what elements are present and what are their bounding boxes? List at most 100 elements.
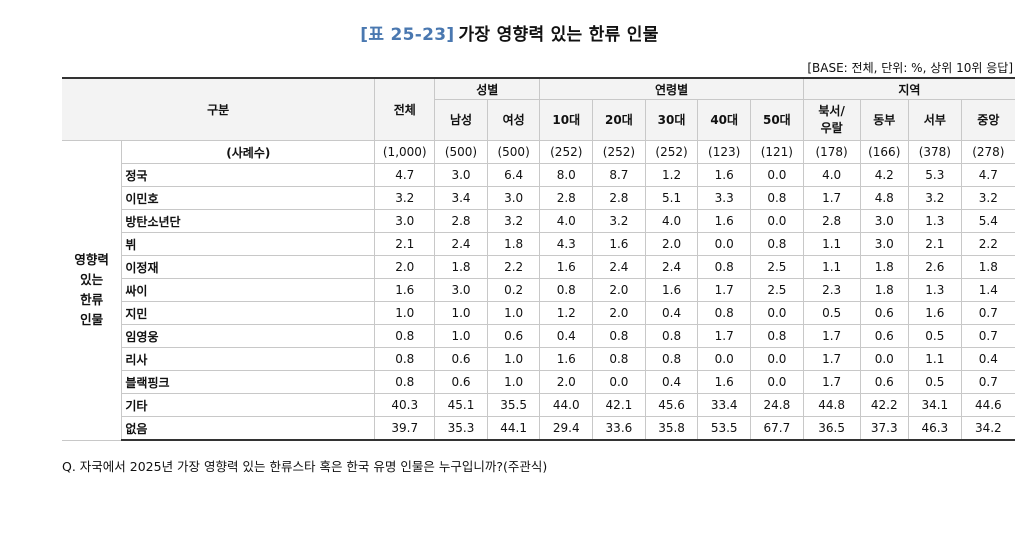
table-cell: 1.0 [487, 370, 541, 394]
table-cell: 0.5 [908, 370, 962, 394]
table-cell: 3.0 [434, 278, 488, 302]
table-cell: 0.0 [750, 301, 804, 325]
table-cell: 0.8 [539, 278, 594, 302]
table-row: 영향력 있는 한류 인물 (사례수) (1,000) (500) (500) (252)(… [62, 140, 1015, 441]
table-cell: 1.6 [697, 209, 752, 233]
table-cell: 0.8 [592, 324, 646, 348]
table-cell: 1.7 [803, 370, 861, 394]
row-label: 이정재 [121, 255, 376, 279]
table-cell: 0.8 [750, 186, 804, 210]
table-cell: 0.0 [750, 370, 804, 394]
table-cell: 8.0 [539, 163, 594, 187]
table-cell: 1.0 [434, 324, 488, 348]
table-cell: 0.0 [860, 347, 910, 371]
table-cell: 3.2 [487, 209, 541, 233]
table-cell: 1.1 [908, 347, 962, 371]
table-cell: 4.7 [374, 163, 436, 187]
table-cell: 0.8 [697, 301, 752, 325]
table-row: 지민 1.0 1.0 1.0 1.2 2.0 0.4 0.8 0.0 0.5 0.6 1.6 0.7 [62, 301, 1015, 325]
table-cell: (178) [803, 140, 861, 164]
header-age-0: 10대 [539, 99, 594, 141]
table-cell: 1.8 [860, 278, 910, 302]
table-cell: (123) [697, 140, 752, 164]
row-label: 임영웅 [121, 324, 376, 348]
table-cell: 0.8 [374, 324, 436, 348]
table-cell: 35.8 [645, 416, 699, 441]
table-row: 이정재 2.0 1.8 2.2 1.6 2.4 2.4 0.8 2.5 1.1 1.8 2.6 1.8 [62, 255, 1015, 279]
header-age-4: 50대 [750, 99, 804, 141]
table-cell: 40.3 [374, 393, 436, 417]
table-cell: 0.8 [374, 370, 436, 394]
table-cell: (252) [645, 140, 699, 164]
header-age-3: 40대 [697, 99, 752, 141]
table-cell: 42.1 [592, 393, 646, 417]
table-cell: 0.8 [374, 347, 436, 371]
table-row: 블랙핑크 0.8 0.6 1.0 2.0 0.0 0.4 1.6 0.0 1.7 0.6 0.5 0.7 [62, 370, 1015, 394]
table-cell: 42.2 [860, 393, 910, 417]
table-cell: 34.2 [961, 416, 1015, 441]
base-note: [BASE: 전체, 단위: %, 상위 10위 응답] [807, 61, 1013, 75]
row-label: 없음 [121, 416, 376, 441]
table-cell: 4.0 [803, 163, 861, 187]
table-cell: 53.5 [697, 416, 752, 441]
header-region-group: 지역 [803, 77, 1015, 100]
table-cell: 33.4 [697, 393, 752, 417]
table-cell: 67.7 [750, 416, 804, 441]
table-title: [표 25-23] 가장 영향력 있는 한류 인물 [0, 20, 1019, 45]
table-cell: 2.2 [961, 232, 1015, 256]
table-cell: 3.2 [592, 209, 646, 233]
table-cell: 4.0 [645, 209, 699, 233]
table-cell: 29.4 [539, 416, 594, 441]
table-cell: 1.4 [961, 278, 1015, 302]
table-cell: 3.0 [374, 209, 436, 233]
table-title-text: 가장 영향력 있는 한류 인물 [458, 25, 659, 45]
table-cell: 24.8 [750, 393, 804, 417]
table-cell: 1.1 [803, 255, 861, 279]
table-cell: 2.1 [374, 232, 436, 256]
table-cell: 0.5 [803, 301, 861, 325]
table-cell: 0.0 [697, 347, 752, 371]
table-cell: 2.3 [803, 278, 861, 302]
table-cell: 2.0 [645, 232, 699, 256]
data-table: 구분 전체 성별 연령별 지역 남성 여성 10대 20대 30대 40대 50대 북서/ 우… [62, 77, 1015, 441]
table-cell: 1.6 [539, 255, 594, 279]
table-cell: 39.7 [374, 416, 436, 441]
table-cell: 0.4 [961, 347, 1015, 371]
table-cell: 0.8 [697, 255, 752, 279]
table-cell: 3.4 [434, 186, 488, 210]
table-cell: 1.0 [374, 301, 436, 325]
table-cell: 6.4 [487, 163, 541, 187]
table-cell: 5.4 [961, 209, 1015, 233]
table-row: 기타 40.3 45.1 35.5 44.0 42.1 45.6 33.4 24.8 44.8 42… [62, 393, 1015, 417]
table-cell: 0.7 [961, 301, 1015, 325]
table-cell: 0.8 [645, 347, 699, 371]
table-cell: 1.6 [697, 370, 752, 394]
table-cell: 3.2 [374, 186, 436, 210]
table-row: 리사 0.8 0.6 1.0 1.6 0.8 0.8 0.0 0.0 1.7 0.0 1.1 0.4 [62, 347, 1015, 371]
table-cell: 0.0 [750, 209, 804, 233]
table-cell: 1.7 [697, 278, 752, 302]
table-cell: (121) [750, 140, 804, 164]
table-cell: 2.4 [592, 255, 646, 279]
header-region-0: 북서/ 우랄 [803, 99, 861, 141]
table-cell: 2.8 [539, 186, 594, 210]
table-cell: 0.0 [697, 232, 752, 256]
table-cell: 1.3 [908, 209, 962, 233]
table-cell: 1.6 [592, 232, 646, 256]
table-cell: 2.2 [487, 255, 541, 279]
table-cell: (252) [592, 140, 646, 164]
table-cell: 1.3 [908, 278, 962, 302]
header-total: 전체 [374, 77, 436, 141]
header-gender-0: 남성 [434, 99, 488, 141]
table-cell: 2.4 [434, 232, 488, 256]
table-cell: 2.1 [908, 232, 962, 256]
table-cell: 0.8 [750, 324, 804, 348]
table-cell: 2.0 [592, 301, 646, 325]
table-cell: 35.3 [434, 416, 488, 441]
table-cell: 1.7 [803, 186, 861, 210]
table-row: 임영웅 0.8 1.0 0.6 0.4 0.8 0.8 1.7 0.8 1.7 0.6 0.5 0.7 [62, 324, 1015, 348]
table-row: 싸이 1.6 3.0 0.2 0.8 2.0 1.6 1.7 2.5 2.3 1.8 1.3 1.4 [62, 278, 1015, 302]
table-cell: 1.6 [374, 278, 436, 302]
header-region-2: 서부 [908, 99, 962, 141]
table-cell: 1.7 [803, 347, 861, 371]
